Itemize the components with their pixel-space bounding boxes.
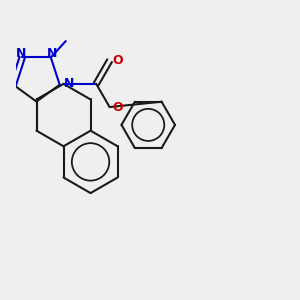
Text: N: N (64, 77, 74, 90)
Text: O: O (112, 54, 123, 67)
Text: N: N (47, 46, 58, 59)
Text: O: O (112, 100, 123, 114)
Text: N: N (16, 46, 26, 59)
